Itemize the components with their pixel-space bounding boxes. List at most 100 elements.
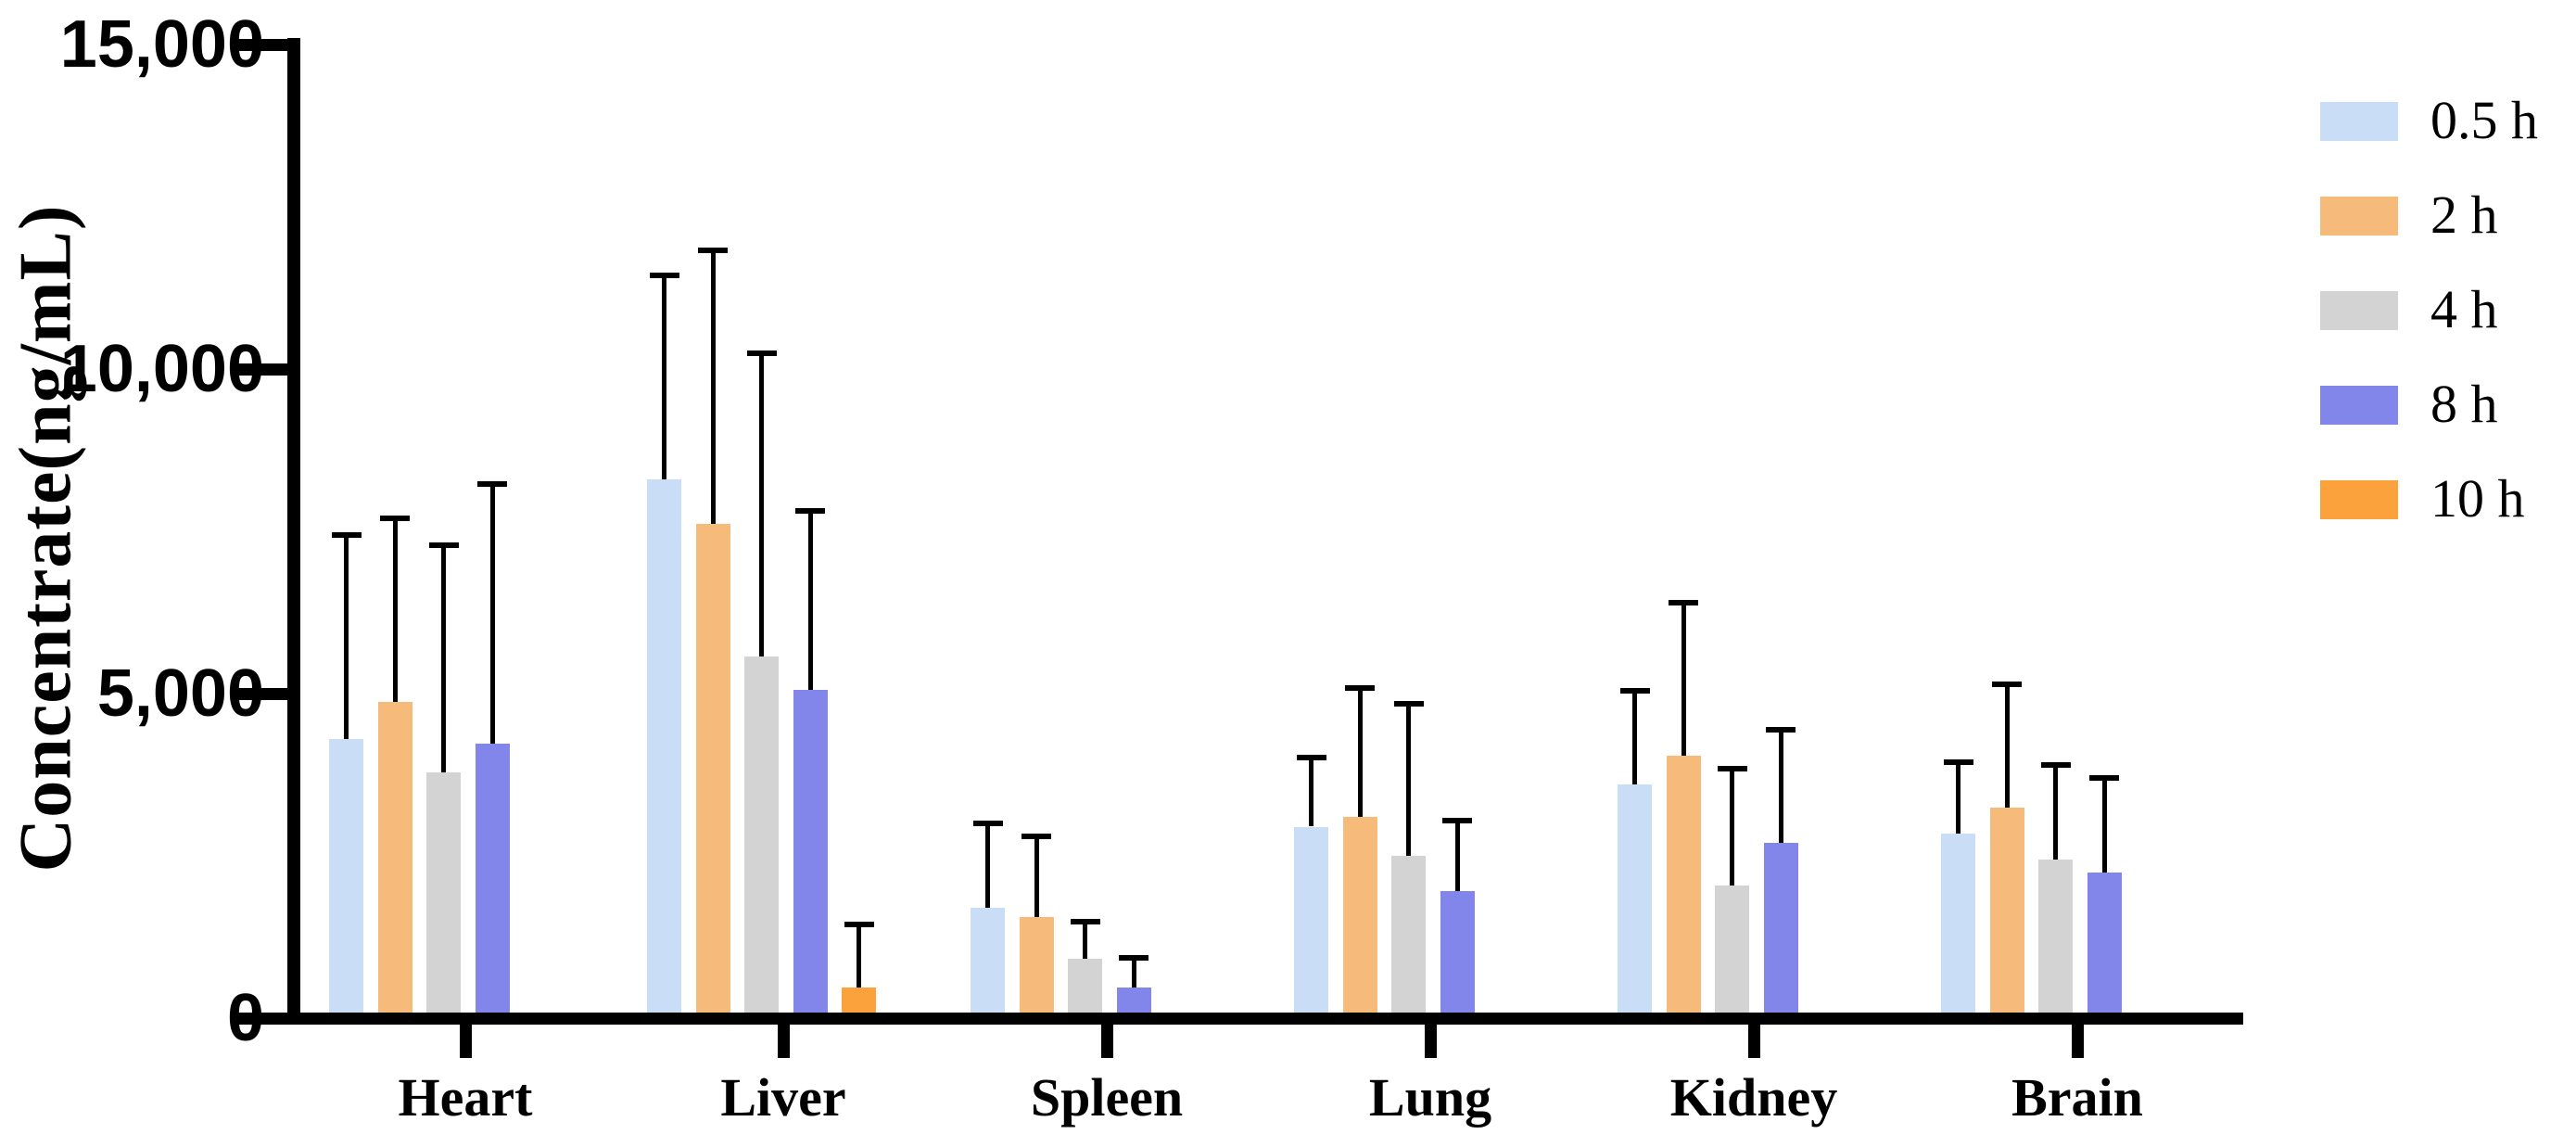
- bar-8h-lung: [1440, 890, 1475, 1013]
- bar-4h-liver: [744, 656, 779, 1013]
- category-label-kidney: Kidney: [1669, 1067, 1838, 1128]
- bar-0.5h-liver: [647, 479, 681, 1013]
- bar-2h-lung: [1342, 817, 1377, 1013]
- error-bar-cap: [2040, 762, 2071, 768]
- error-bar-cap: [1022, 834, 1051, 839]
- y-tick-label: 15,000: [59, 7, 264, 82]
- bar-2h-brain: [1989, 807, 2024, 1013]
- error-bar-cap: [844, 921, 874, 927]
- error-bar: [1083, 921, 1087, 959]
- y-axis-title: Concentrate(ng/mL): [5, 204, 87, 873]
- error-bar-cap: [795, 507, 825, 514]
- x-tick: [1101, 1025, 1113, 1058]
- error-bar: [1406, 703, 1411, 856]
- legend-label-0.5h: 0.5 h: [2430, 90, 2538, 150]
- error-bar: [759, 353, 764, 657]
- bar-10h-liver: [842, 988, 876, 1013]
- y-axis: [287, 38, 300, 1025]
- category-label-liver: Liver: [720, 1067, 846, 1128]
- error-bar-cap: [1619, 687, 1650, 694]
- error-bar: [1034, 836, 1039, 917]
- legend-label-10h: 10 h: [2430, 468, 2525, 529]
- error-bar-cap: [1345, 684, 1375, 691]
- category-label-lung: Lung: [1368, 1067, 1492, 1128]
- error-bar: [441, 544, 446, 772]
- x-tick: [2072, 1025, 2084, 1058]
- bar-0.5h-spleen: [971, 908, 1005, 1013]
- error-bar: [2004, 683, 2010, 808]
- error-bar: [1309, 757, 1313, 827]
- bar-2h-liver: [695, 523, 730, 1013]
- error-bar: [489, 483, 495, 744]
- x-tick: [1748, 1025, 1760, 1058]
- category-label-spleen: Spleen: [1030, 1067, 1184, 1128]
- legend-swatch-4h: [2320, 291, 2398, 330]
- error-bar-cap: [1717, 765, 1747, 771]
- error-bar-cap: [1766, 726, 1796, 733]
- error-bar-cap: [649, 272, 679, 278]
- error-bar: [1778, 729, 1783, 843]
- error-bar-cap: [331, 531, 362, 538]
- error-bar: [344, 534, 349, 739]
- x-tick: [778, 1025, 790, 1058]
- error-bar-cap: [1442, 817, 1472, 823]
- error-bar: [1357, 687, 1363, 817]
- legend-label-8h: 8 h: [2430, 374, 2498, 434]
- bar-0.5h-heart: [329, 739, 363, 1013]
- error-bar: [985, 823, 990, 908]
- y-tick-label: 10,000: [59, 332, 264, 406]
- error-bar: [2053, 765, 2058, 860]
- bar-4h-spleen: [1068, 958, 1102, 1013]
- y-tick-label: 5,000: [96, 656, 264, 731]
- error-bar: [1454, 820, 1460, 891]
- error-bar: [1632, 690, 1637, 784]
- y-tick: [234, 363, 287, 376]
- error-bar-cap: [972, 821, 1003, 826]
- bar-2h-spleen: [1019, 916, 1054, 1013]
- bar-8h-kidney: [1763, 843, 1798, 1013]
- bar-0.5h-kidney: [1618, 784, 1652, 1013]
- bar-0.5h-brain: [1941, 833, 1975, 1013]
- error-bar-cap: [380, 516, 410, 521]
- error-bar-cap: [746, 350, 777, 357]
- error-bar: [807, 510, 813, 690]
- legend-swatch-8h: [2320, 386, 2398, 425]
- error-bar-cap: [1943, 758, 1973, 765]
- bar-4h-lung: [1391, 856, 1426, 1013]
- error-bar: [662, 274, 666, 479]
- bar-4h-brain: [2038, 859, 2073, 1013]
- error-bar: [1956, 761, 1961, 834]
- bar-4h-heart: [426, 771, 461, 1013]
- error-bar-cap: [477, 480, 507, 487]
- error-bar-cap: [2089, 775, 2119, 781]
- error-bar-cap: [1296, 754, 1326, 760]
- category-label-brain: Brain: [2011, 1067, 2143, 1128]
- x-tick: [460, 1025, 472, 1058]
- bar-8h-brain: [2087, 872, 2122, 1013]
- error-bar-cap: [698, 247, 728, 253]
- error-bar-cap: [1393, 700, 1424, 707]
- y-tick: [234, 688, 287, 700]
- legend-swatch-2h: [2320, 197, 2398, 236]
- x-axis: [234, 1013, 2243, 1025]
- error-bar: [710, 249, 716, 524]
- legend-label-4h: 4 h: [2430, 279, 2498, 339]
- bar-2h-kidney: [1666, 755, 1701, 1013]
- category-label-heart: Heart: [398, 1067, 533, 1128]
- x-tick: [1425, 1025, 1437, 1058]
- error-bar: [1681, 603, 1686, 756]
- legend-swatch-0.5h: [2320, 102, 2398, 141]
- bar-8h-spleen: [1116, 988, 1151, 1013]
- error-bar-cap: [428, 542, 459, 548]
- y-tick: [234, 39, 287, 51]
- error-bar-cap: [1992, 681, 2022, 687]
- error-bar: [2101, 778, 2107, 873]
- error-bar-cap: [1070, 918, 1100, 924]
- bar-4h-kidney: [1715, 885, 1749, 1013]
- bar-2h-heart: [377, 702, 412, 1013]
- bar-8h-liver: [793, 689, 828, 1013]
- error-bar-cap: [1119, 954, 1148, 961]
- legend-label-2h: 2 h: [2430, 185, 2498, 245]
- error-bar-cap: [1669, 600, 1698, 605]
